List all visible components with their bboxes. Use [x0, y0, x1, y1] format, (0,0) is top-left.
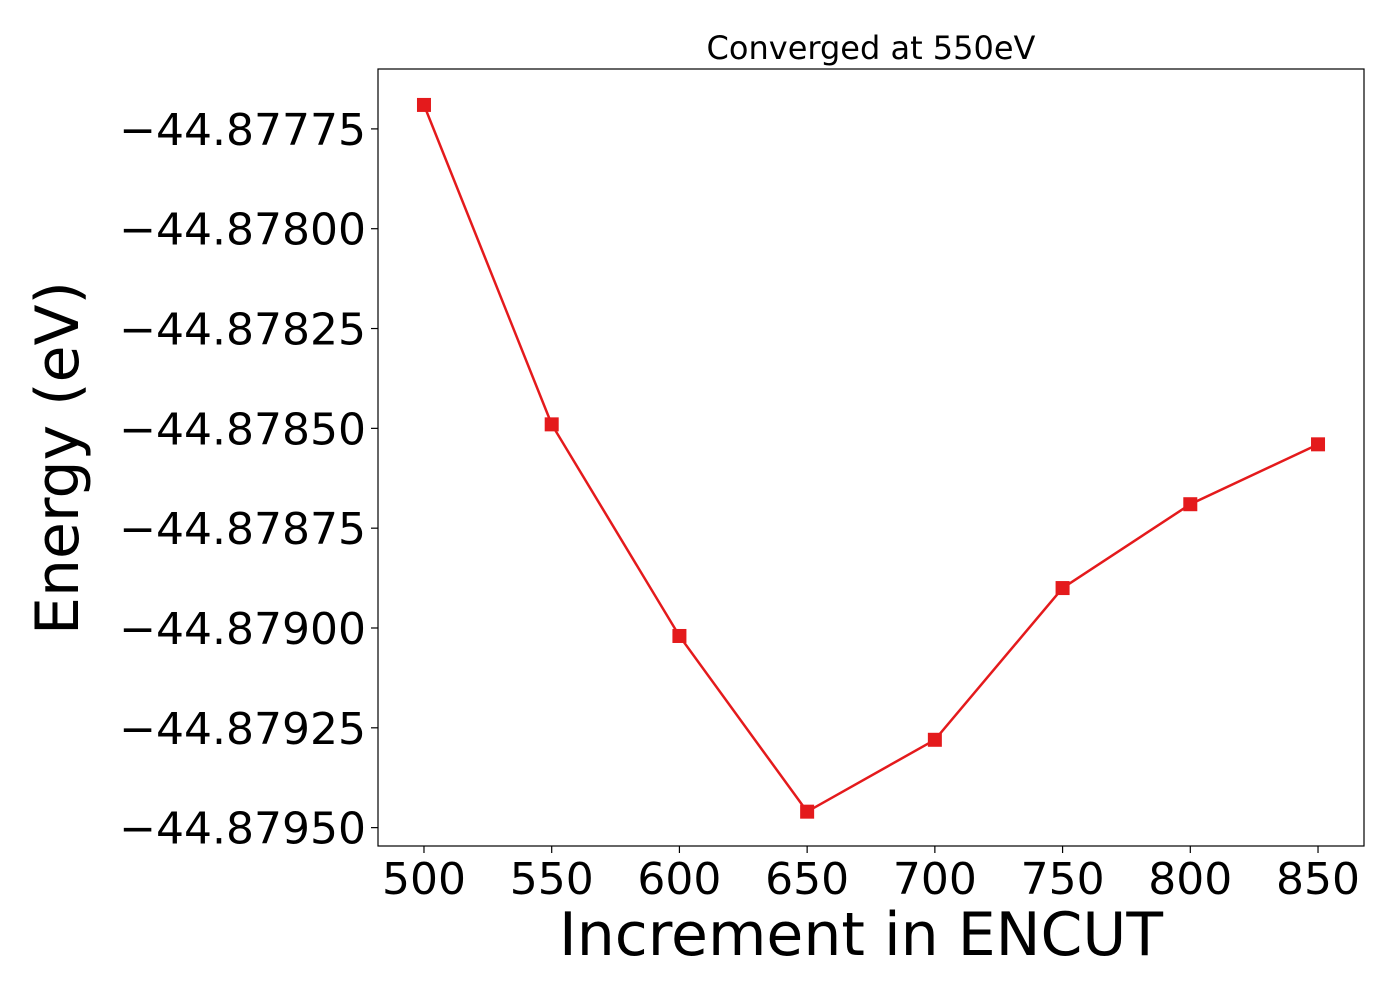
x-tick-label: 550	[510, 854, 594, 905]
x-axis: 500 550 600 650 700 750 800 850	[382, 846, 1360, 905]
plot-area	[377, 68, 1365, 847]
data-point-marker	[672, 628, 687, 643]
y-tick-label: −44.87800	[119, 205, 366, 256]
energy-series-line	[422, 104, 1319, 814]
y-tick-label: −44.87775	[119, 105, 366, 156]
y-tick-label: −44.87875	[119, 504, 366, 555]
energy-series-markers	[416, 97, 1326, 819]
y-axis-label: Energy (eV)	[23, 281, 93, 635]
data-point-marker	[1183, 497, 1198, 512]
x-tick-label: 650	[765, 854, 849, 905]
data-point-marker	[416, 97, 431, 112]
data-point-marker	[1055, 581, 1070, 596]
x-tick-label: 700	[893, 854, 977, 905]
x-tick-label: 800	[1148, 854, 1232, 905]
x-tick-label: 850	[1276, 854, 1360, 905]
x-axis-label: Increment in ENCUT	[559, 900, 1163, 970]
y-axis: −44.87775 −44.87800 −44.87825 −44.87850 −44.…	[119, 105, 378, 855]
data-point-marker	[1311, 437, 1326, 452]
x-tick-label: 500	[382, 854, 466, 905]
data-point-marker	[544, 417, 559, 432]
data-point-marker	[927, 732, 942, 747]
data-point-marker	[800, 804, 815, 819]
y-tick-label: −44.87850	[119, 404, 366, 455]
y-tick-label: −44.87950	[119, 804, 366, 855]
y-tick-label: −44.87900	[119, 604, 366, 655]
y-tick-label: −44.87925	[119, 704, 366, 755]
x-tick-label: 600	[637, 854, 721, 905]
y-tick-label: −44.87825	[119, 305, 366, 356]
x-tick-label: 750	[1021, 854, 1105, 905]
chart-title: Converged at 550eV	[707, 29, 1036, 67]
